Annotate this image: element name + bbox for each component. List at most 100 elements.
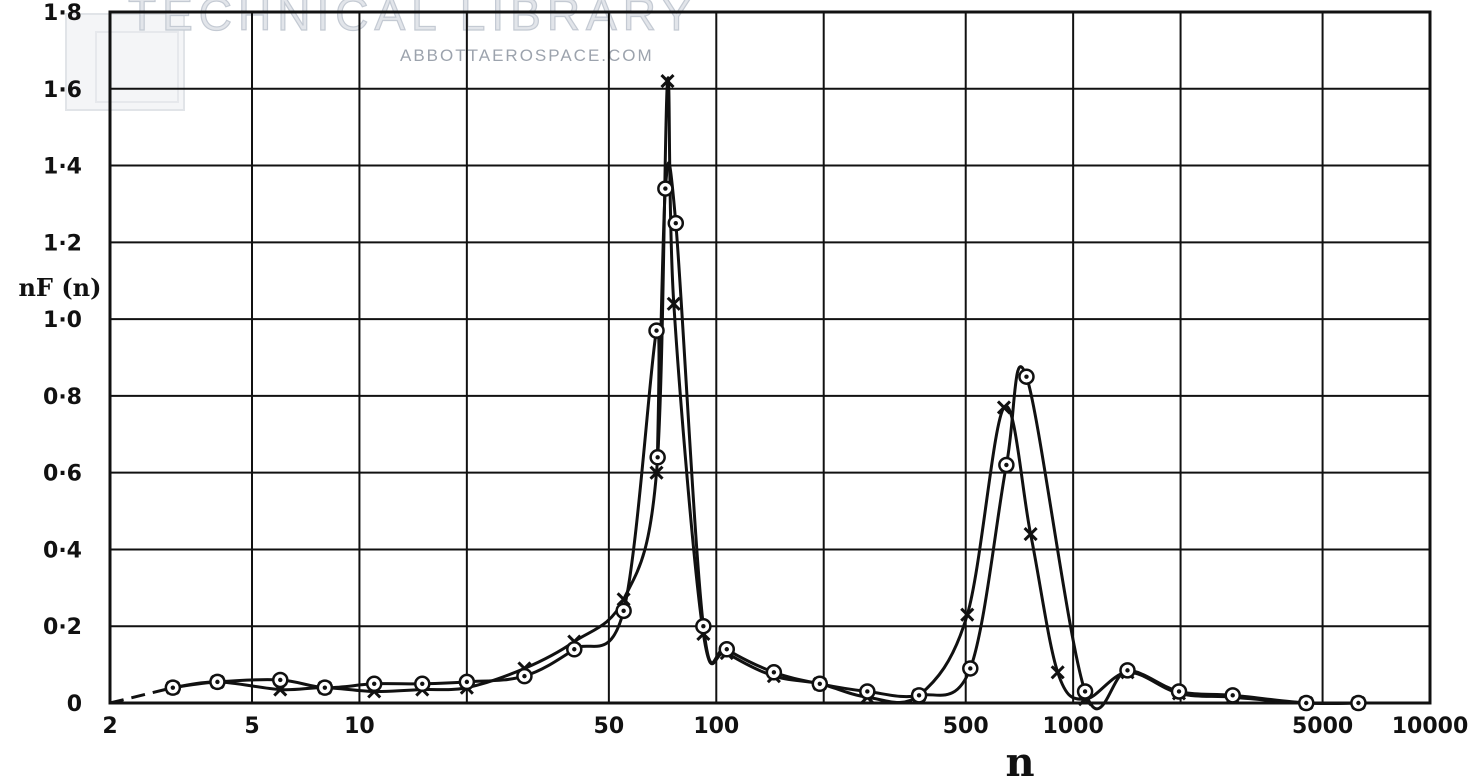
circle-marker [648, 322, 665, 339]
circle-marker-dot [322, 685, 328, 690]
circle-marker [811, 675, 829, 693]
circle-marker [718, 641, 736, 658]
watermark: TECHNICAL LIBRARY ABBOTTAEROSPACE.COM [65, 0, 692, 111]
circle-marker-dot [654, 328, 659, 333]
circle-marker [272, 671, 289, 689]
circle-marker-dot [865, 689, 870, 694]
circle-marker-dot [655, 455, 660, 460]
cross-marker-stroke [996, 400, 1012, 415]
watermark-logo-inner [95, 31, 179, 103]
circle-marker-dot [724, 647, 729, 652]
circle-marker [365, 675, 383, 693]
cross-marker-stroke [660, 74, 675, 89]
cross-marker-stroke [666, 296, 681, 311]
circle-marker-dot [420, 681, 425, 687]
circle-marker-dot [701, 624, 706, 629]
circle-marker [1224, 687, 1241, 704]
cross-marker-stroke [1050, 665, 1065, 680]
cross-marker-stroke [616, 592, 631, 607]
x-tick-label: 10 [344, 714, 375, 739]
circle-marker [316, 679, 334, 696]
circle-marker [695, 617, 712, 635]
circle-marker-dot [170, 685, 176, 690]
circle-marker-dot [1125, 668, 1130, 673]
circle-marker-dot [1024, 374, 1029, 379]
circle-marker-dot [771, 670, 777, 675]
circle-marker [765, 664, 783, 681]
circle-marker [1018, 368, 1035, 385]
watermark-logo-box [65, 13, 185, 111]
circle-marker-dot [522, 673, 527, 679]
x-tick-label: 50 [594, 714, 625, 739]
series-curves [109, 76, 1360, 711]
circle-marker [615, 602, 632, 620]
lead-in-line [109, 686, 174, 705]
circle-marker-dot [817, 681, 822, 687]
circle-marker-dot [1304, 700, 1309, 706]
plot-frame [108, 10, 1432, 705]
circle-marker [414, 675, 431, 693]
y-tick-label: 0·8 [43, 385, 82, 410]
circle-marker [458, 673, 476, 691]
y-tick-label: 0·4 [43, 538, 82, 563]
cross-marker [649, 465, 664, 480]
x-tick-label: 1000 [1043, 714, 1104, 739]
circle-marker [1350, 694, 1367, 712]
circle-marker-dot [215, 679, 220, 685]
x-tick-label: 500 [943, 714, 989, 739]
circle-marker [962, 660, 979, 677]
x-axis-label: n [1005, 739, 1034, 779]
circle-marker-dot [572, 647, 577, 652]
circle-marker-dot [663, 186, 668, 191]
circle-marker-dot [916, 693, 922, 698]
series-markers [164, 74, 1367, 712]
circle-marker [1170, 683, 1188, 700]
circle-marker [516, 667, 533, 685]
y-tick-label: 1·8 [43, 1, 82, 26]
circle-marker [910, 687, 928, 704]
circle-marker-dot [1356, 700, 1361, 706]
circle-marker [667, 214, 685, 232]
cross-marker [616, 592, 631, 607]
circle-marker [1076, 683, 1094, 700]
y-tick-label: 1·2 [43, 231, 82, 256]
circle-marker-dot [372, 681, 377, 687]
x-tick-label: 5000 [1292, 714, 1353, 739]
grid [108, 10, 1432, 705]
circle-marker-dot [1004, 462, 1009, 468]
circle-marker [649, 449, 666, 466]
y-tick-label: 0·2 [43, 615, 82, 640]
y-tick-label: 1·4 [43, 155, 82, 180]
cross-marker [960, 607, 975, 622]
x-tick-label: 2 [102, 714, 117, 739]
circle-marker [1297, 694, 1315, 712]
circle-marker-dot [968, 666, 973, 671]
circle-marker-dot [1176, 689, 1182, 694]
x-tick-label: 10000 [1392, 714, 1469, 739]
cross-marker [1023, 527, 1038, 542]
circle-marker-dot [1082, 689, 1088, 694]
cross-marker [660, 74, 675, 89]
circle-marker-dot [278, 677, 283, 683]
circle-marker-dot [673, 220, 678, 226]
cross-marker-stroke [649, 465, 664, 480]
circle-marker [1119, 662, 1136, 679]
circle-marker [209, 673, 226, 691]
circle-marker-dot [621, 608, 626, 614]
y-tick-label: 1·0 [43, 308, 82, 333]
tick-labels: 2 5 10 50 100 500 1000 5000 10000 0 0·2 0·4 0·6 0·8 1·… [43, 1, 1468, 739]
cross-marker [666, 296, 681, 311]
circle-marker [657, 180, 674, 197]
y-axis-label: nF (n) [18, 273, 101, 302]
circle-marker-dot [1230, 693, 1235, 698]
circle-marker-dot [464, 679, 470, 685]
watermark-subtitle: ABBOTTAEROSPACE.COM [400, 46, 654, 65]
circle-marker [164, 679, 182, 696]
y-tick-label: 0 [67, 692, 82, 717]
y-tick-label: 0·6 [43, 462, 82, 487]
y-tick-label: 1·6 [43, 78, 82, 103]
cross-marker-stroke [1023, 527, 1038, 542]
x-tick-label: 100 [693, 714, 739, 739]
cross-marker [996, 400, 1012, 415]
